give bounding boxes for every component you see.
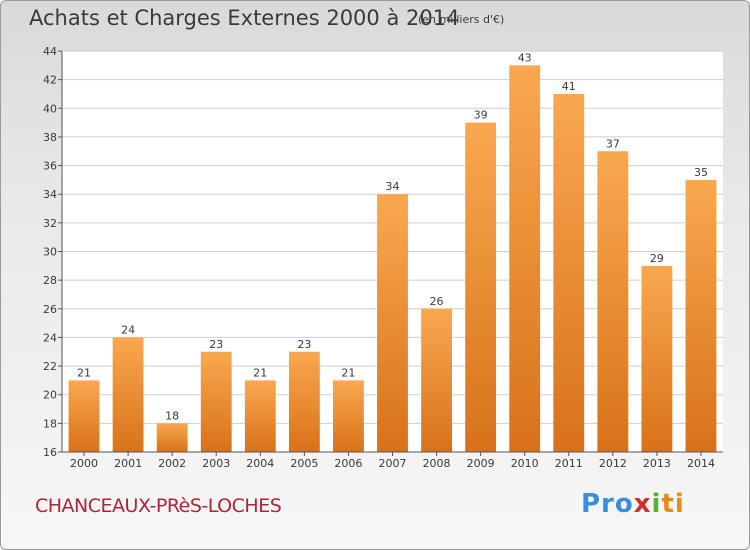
data-label: 18 <box>165 409 179 422</box>
x-tick-label: 2007 <box>379 457 407 470</box>
data-label: 23 <box>209 338 223 351</box>
data-label: 37 <box>606 137 620 150</box>
data-label: 35 <box>694 166 708 179</box>
data-label: 21 <box>341 366 355 379</box>
y-tick-label: 38 <box>43 131 57 144</box>
axes: 16 18 20 22 24 26 28 30 32 34 36 38 40 42 44 2000 2001 20… <box>43 45 723 470</box>
chart-subtitle: (en milliers d'€) <box>418 13 505 26</box>
y-tick-label: 18 <box>43 417 57 430</box>
bar <box>641 265 673 452</box>
data-label: 29 <box>650 252 664 265</box>
x-tick-label: 2001 <box>114 457 142 470</box>
y-tick-label: 22 <box>43 360 57 373</box>
y-tick-label: 36 <box>43 160 57 173</box>
y-tick-label: 42 <box>43 74 57 87</box>
x-tick-label: 2008 <box>423 457 451 470</box>
x-tick-label: 2004 <box>246 457 274 470</box>
logo-part: i <box>651 489 662 519</box>
x-tick-label: 2006 <box>334 457 362 470</box>
x-tick-label: 2010 <box>511 457 539 470</box>
data-label: 41 <box>562 80 576 93</box>
x-tick-label: 2014 <box>687 457 715 470</box>
y-tick-label: 28 <box>43 274 57 287</box>
bar <box>333 380 364 452</box>
x-tick-label: 2011 <box>555 457 583 470</box>
data-label: 23 <box>297 338 311 351</box>
x-tick-label: 2000 <box>70 457 98 470</box>
data-label: 34 <box>386 180 400 193</box>
bar <box>421 308 452 452</box>
bars: 21 24 18 23 21 23 21 34 26 39 43 41 37 29 35 <box>68 51 717 453</box>
x-tick-label: 2002 <box>158 457 186 470</box>
bar <box>685 179 717 452</box>
x-tick-label: 2013 <box>643 457 671 470</box>
y-tick-label: 30 <box>43 246 57 259</box>
x-tick-label: 2009 <box>467 457 495 470</box>
bar <box>288 351 320 452</box>
bar <box>597 151 629 452</box>
data-label: 26 <box>430 295 444 308</box>
bar <box>509 65 541 453</box>
y-tick-label: 32 <box>43 217 57 230</box>
bar <box>553 93 585 452</box>
data-label: 24 <box>121 323 135 336</box>
y-tick-label: 24 <box>43 331 57 344</box>
data-label: 21 <box>253 366 267 379</box>
bar <box>68 380 100 452</box>
commune-name: CHANCEAUX-PRèS-LOCHES <box>35 495 282 517</box>
y-tick-label: 20 <box>43 389 57 402</box>
bar <box>465 122 497 452</box>
y-tick-label: 16 <box>43 446 57 459</box>
chart-title: Achats et Charges Externes 2000 à 2014 <box>29 6 460 30</box>
y-tick-label: 40 <box>43 102 57 115</box>
bar <box>112 337 144 452</box>
y-tick-label: 44 <box>43 45 57 58</box>
proxiti-logo[interactable]: Proxiti <box>581 489 685 519</box>
bar <box>244 380 276 452</box>
x-tick-label: 2005 <box>290 457 318 470</box>
bar <box>156 423 188 452</box>
logo-part: Pro <box>581 489 634 519</box>
x-tick-label: 2012 <box>599 457 627 470</box>
bar <box>377 194 408 452</box>
logo-part: x <box>633 489 652 519</box>
bar <box>200 351 232 452</box>
data-label: 43 <box>518 51 532 64</box>
data-label: 21 <box>77 366 91 379</box>
data-label: 39 <box>474 109 488 122</box>
logo-part: ti <box>661 489 685 519</box>
y-tick-label: 26 <box>43 303 57 316</box>
y-tick-label: 34 <box>43 188 57 201</box>
x-tick-label: 2003 <box>202 457 230 470</box>
